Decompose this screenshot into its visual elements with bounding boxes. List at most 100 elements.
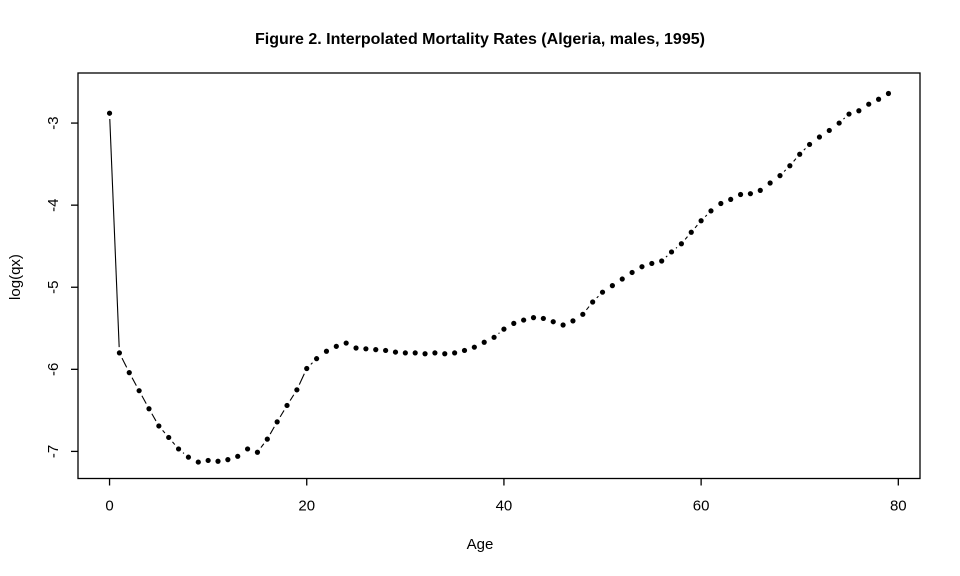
series-line-segment (289, 394, 295, 401)
data-point (166, 434, 172, 441)
series-line-segment (665, 255, 668, 258)
series-line-segment (172, 441, 176, 445)
data-point (284, 402, 290, 409)
data-point (757, 187, 763, 193)
chart-title: Figure 2. Interpolated Mortality Rates (… (255, 31, 705, 48)
series-line-segment (131, 377, 137, 386)
series-line-segment (843, 117, 846, 120)
data-point (649, 260, 655, 267)
data-point (126, 370, 132, 376)
data-point (678, 241, 685, 247)
x-tick-label: 20 (298, 498, 315, 515)
series-line-segment (498, 332, 500, 335)
data-point (156, 423, 162, 429)
series-line-segment (783, 169, 787, 172)
data-point (511, 320, 517, 326)
data-point (106, 110, 113, 116)
data-point (235, 453, 241, 459)
x-tick-label: 80 (890, 498, 907, 515)
series-line-segment (694, 224, 698, 229)
data-point (875, 96, 882, 102)
data-point (629, 269, 635, 276)
y-tick-label: -4 (45, 198, 62, 211)
data-point (728, 196, 734, 203)
data-point (264, 436, 270, 442)
data-point (797, 151, 803, 157)
series-line-segment (586, 306, 590, 311)
data-point (688, 229, 694, 235)
data-point (294, 387, 300, 393)
plot-box (77, 72, 921, 480)
data-point (452, 350, 458, 356)
data-point (856, 108, 862, 114)
data-point (787, 163, 793, 169)
y-axis-label: log(qx) (7, 254, 24, 300)
series-line-segment (162, 430, 166, 434)
data-point (866, 101, 872, 107)
data-point (826, 127, 832, 134)
series-line-segment (182, 452, 185, 454)
data-point (205, 457, 211, 464)
data-point (777, 173, 783, 179)
data-point (402, 350, 408, 356)
data-point (422, 351, 428, 357)
data-point (816, 134, 823, 140)
series-line-segment (704, 214, 708, 218)
data-point (195, 459, 201, 465)
data-point (550, 319, 556, 325)
series-line-segment (260, 443, 265, 448)
data-point (698, 218, 704, 224)
series-line-segment (596, 295, 599, 299)
data-point (274, 419, 280, 425)
data-point (530, 315, 537, 321)
data-point (136, 388, 142, 394)
data-point (323, 348, 330, 354)
series-line-segment (151, 413, 157, 422)
data-point (254, 449, 261, 455)
data-point (836, 120, 842, 126)
data-point (373, 347, 379, 353)
series-line-segment (298, 373, 305, 385)
data-point (363, 346, 369, 352)
data-point (442, 351, 448, 357)
series-line-segment (675, 247, 678, 249)
series-line-segment (793, 158, 797, 162)
data-point (225, 457, 231, 463)
data-point (501, 326, 507, 332)
data-point (619, 276, 625, 282)
x-tick-label: 0 (105, 498, 113, 515)
data-point (590, 299, 596, 305)
series-line-segment (310, 362, 313, 365)
data-point (737, 191, 744, 198)
data-point (471, 344, 477, 350)
data-point (461, 347, 468, 354)
data-point (560, 322, 566, 328)
data-point (747, 191, 754, 197)
data-point (767, 180, 773, 186)
series-line-segment (269, 426, 275, 435)
data-point (846, 111, 852, 117)
data-point (175, 446, 182, 452)
series-line-segment (803, 148, 806, 151)
data-point (609, 283, 615, 289)
series-line-segment (279, 410, 285, 418)
data-point (659, 258, 665, 264)
data-point (540, 315, 546, 322)
data-point (885, 90, 892, 97)
data-point (215, 458, 221, 464)
data-point (333, 343, 339, 349)
data-point (185, 454, 192, 460)
series-line-segment (121, 357, 128, 368)
data-point (353, 345, 359, 351)
data-point (343, 340, 349, 346)
data-point (116, 350, 123, 356)
data-point (806, 141, 813, 148)
data-point (244, 446, 251, 452)
x-axis-label: Age (466, 536, 494, 553)
data-point (481, 339, 487, 345)
data-point (412, 350, 418, 356)
y-tick-label: -7 (45, 445, 62, 458)
data-point (599, 289, 606, 295)
